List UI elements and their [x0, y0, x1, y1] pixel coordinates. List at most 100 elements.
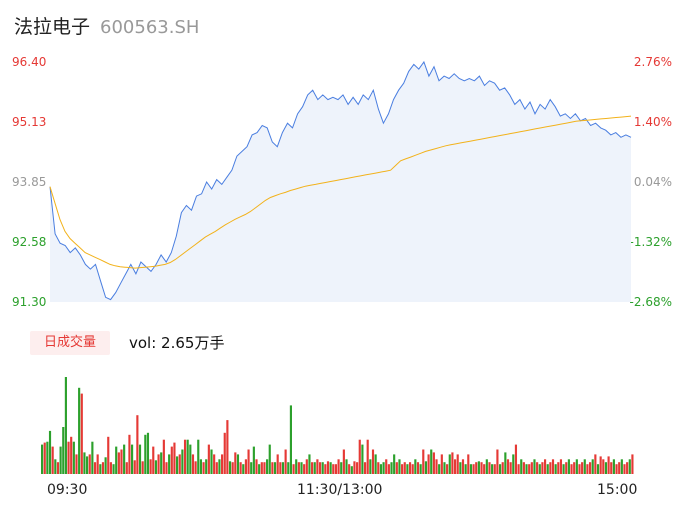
volume-bar	[78, 387, 81, 474]
volume-bar	[183, 439, 187, 474]
volume-bar	[628, 459, 631, 474]
volume-bar	[266, 459, 269, 474]
volume-bar	[573, 462, 576, 474]
volume-bar	[363, 462, 367, 474]
volume-bar	[199, 459, 202, 474]
volume-bar	[342, 449, 345, 474]
volume-bar	[586, 464, 589, 474]
volume-bar	[337, 459, 340, 474]
volume-bar	[403, 462, 406, 474]
pct-tick: 2.76%	[633, 55, 672, 69]
volume-bar	[221, 454, 224, 474]
volume-bar	[334, 464, 337, 474]
volume-bar	[596, 464, 600, 474]
volume-bar	[300, 462, 303, 474]
volume-bar	[99, 464, 102, 474]
volume-bar	[353, 461, 356, 474]
volume-bar	[578, 464, 581, 474]
volume-bar	[345, 459, 348, 474]
volume-bar	[509, 462, 512, 474]
volume-bar	[604, 462, 608, 474]
pct-tick: 1.40%	[633, 115, 672, 129]
volume-bar	[493, 464, 496, 474]
volume-bar	[279, 462, 282, 474]
volume-bar	[46, 441, 49, 474]
volume-bar	[610, 462, 613, 474]
volume-bar	[432, 452, 435, 474]
volume-bar	[618, 462, 621, 474]
volume-bar	[567, 459, 570, 474]
volume-bar	[154, 460, 157, 474]
volume-bar	[332, 464, 335, 474]
volume-bar	[91, 441, 94, 474]
volume-bar	[242, 464, 245, 474]
volume-bar	[435, 459, 438, 474]
volume-bar	[554, 464, 557, 474]
volume-bar	[589, 462, 592, 474]
volume-bar	[514, 444, 518, 474]
volume-bar	[326, 461, 330, 474]
page-title: 法拉电子 600563.SH	[14, 12, 199, 39]
volume-bar	[125, 462, 128, 474]
volume-bar	[117, 452, 120, 474]
volume-bar	[348, 464, 351, 474]
volume-bar	[467, 454, 470, 474]
volume-bar	[88, 454, 91, 474]
volume-bar	[406, 464, 409, 474]
volume-bar	[453, 459, 457, 474]
volume-bar	[390, 462, 393, 474]
volume-bar	[562, 464, 565, 474]
volume-bar	[321, 462, 324, 474]
volume-bar	[176, 456, 179, 474]
avg-price-line	[49, 115, 632, 269]
volume-bar	[295, 459, 298, 474]
pct-tick: -1.32%	[629, 235, 672, 249]
volume-bar	[483, 464, 486, 474]
price-tick: 91.30	[12, 295, 47, 309]
volume-bar	[165, 462, 168, 474]
volume-bar	[107, 436, 110, 474]
volume-bar	[292, 464, 295, 474]
volume-bar	[284, 449, 287, 474]
volume-bar	[607, 456, 610, 474]
volume-bar	[538, 464, 541, 474]
volume-bar	[498, 464, 502, 474]
volume-bar	[223, 432, 226, 474]
volume-bar	[181, 449, 184, 474]
volume-bar	[369, 459, 372, 474]
volume-bar	[530, 462, 533, 474]
volume-tab[interactable]: 日成交量	[30, 331, 110, 355]
volume-bar	[551, 459, 555, 474]
volume-bar	[59, 446, 62, 474]
volume-bar	[469, 464, 473, 474]
volume-bar	[263, 462, 266, 474]
volume-bar	[287, 462, 290, 474]
volume-bar	[258, 464, 261, 474]
volume-bar	[228, 461, 232, 474]
stock-name: 法拉电子	[14, 16, 91, 38]
volume-bar	[395, 462, 398, 474]
volume-bar	[64, 377, 67, 474]
volume-bar	[324, 464, 327, 474]
volume-bar	[387, 464, 390, 474]
volume-bar	[427, 454, 430, 474]
volume-bar	[226, 420, 229, 474]
pct-tick: -2.68%	[629, 295, 672, 309]
volume-bar	[366, 439, 369, 474]
volume-bar	[109, 462, 112, 474]
volume-bar	[340, 462, 343, 474]
volume-bar	[414, 459, 417, 474]
volume-bar	[557, 462, 560, 474]
volume-bar	[152, 446, 155, 474]
volume-bar	[133, 460, 136, 474]
price-tick: 93.85	[12, 175, 47, 189]
volume-bar	[162, 439, 165, 474]
volume-bar	[520, 459, 523, 474]
volume-bar	[456, 454, 459, 474]
volume-bar	[305, 459, 308, 474]
volume-bar	[234, 452, 237, 474]
volume-bar	[583, 459, 586, 474]
volume-bar	[591, 459, 594, 474]
pct-tick: 0.04%	[633, 175, 672, 189]
volume-bar	[559, 459, 563, 474]
